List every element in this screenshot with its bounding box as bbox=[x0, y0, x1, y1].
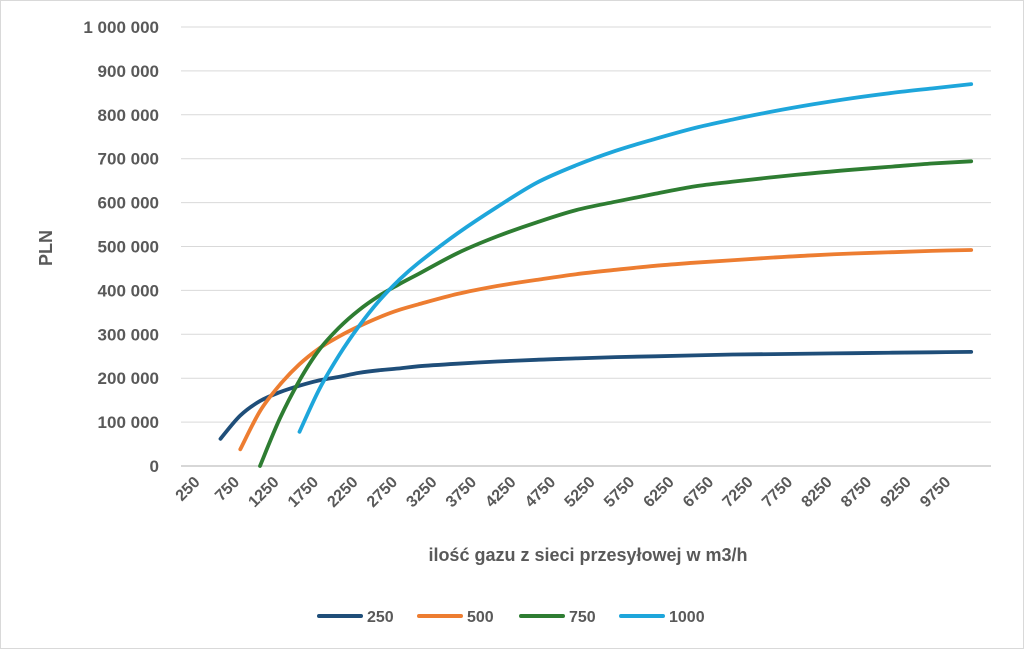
gridlines bbox=[181, 26, 991, 423]
y-tick-label: 1 000 000 bbox=[83, 18, 159, 37]
series-lines bbox=[218, 82, 974, 468]
legend-label: 250 bbox=[367, 609, 394, 626]
x-tick-label: 1750 bbox=[285, 474, 322, 511]
series-line-500 bbox=[238, 248, 974, 452]
legend-item-500: 500 bbox=[417, 609, 494, 626]
x-tick-label: 2750 bbox=[364, 474, 401, 511]
series-line-750 bbox=[258, 159, 974, 468]
legend-item-750: 750 bbox=[519, 609, 596, 626]
x-tick-label: 9250 bbox=[878, 474, 915, 511]
legend-label: 1000 bbox=[669, 609, 705, 626]
series-line-1000 bbox=[297, 82, 974, 434]
x-tick-label: 1250 bbox=[245, 474, 282, 511]
y-tick-label: 800 000 bbox=[98, 106, 159, 125]
x-tick-label: 8750 bbox=[838, 474, 875, 511]
x-tick-label: 3250 bbox=[403, 474, 440, 511]
x-tick-label: 9750 bbox=[917, 474, 954, 511]
x-tick-label: 4750 bbox=[522, 474, 559, 511]
x-tick-label: 8250 bbox=[799, 474, 836, 511]
x-tick-label: 2250 bbox=[324, 474, 361, 511]
legend-label: 750 bbox=[569, 609, 596, 626]
x-tick-label: 6250 bbox=[641, 474, 678, 511]
y-axis-ticks: 0 100 000 200 000 300 000 400 000 500 000 600 … bbox=[83, 18, 159, 476]
y-tick-label: 600 000 bbox=[98, 194, 159, 213]
x-tick-label: 5250 bbox=[562, 474, 599, 511]
x-tick-label: 7250 bbox=[720, 474, 757, 511]
x-tick-label: 5750 bbox=[601, 474, 638, 511]
x-axis-title: ilość gazu z sieci przesyłowej w m3/h bbox=[428, 545, 747, 565]
y-tick-label: 700 000 bbox=[98, 150, 159, 169]
legend: 250 500 750 1000 bbox=[317, 609, 705, 626]
y-tick-label: 200 000 bbox=[98, 369, 159, 388]
legend-item-1000: 1000 bbox=[619, 609, 705, 626]
y-tick-label: 500 000 bbox=[98, 238, 159, 257]
x-tick-label: 250 bbox=[173, 474, 204, 505]
y-tick-label: 0 bbox=[150, 457, 159, 476]
x-tick-label: 3750 bbox=[443, 474, 480, 511]
x-tick-label: 4250 bbox=[482, 474, 519, 511]
y-tick-label: 900 000 bbox=[98, 62, 159, 81]
legend-label: 500 bbox=[467, 609, 494, 626]
x-tick-label: 7750 bbox=[759, 474, 796, 511]
x-tick-label: 750 bbox=[212, 474, 243, 505]
legend-item-250: 250 bbox=[317, 609, 394, 626]
series-line-250 bbox=[218, 350, 974, 441]
x-tick-label: 6750 bbox=[680, 474, 717, 511]
y-axis-title: PLN bbox=[36, 230, 56, 266]
y-tick-label: 300 000 bbox=[98, 325, 159, 344]
x-axis-ticks: 250 750 1250 1750 2250 2750 3250 3750 4250 4750 52… bbox=[173, 474, 955, 511]
y-tick-label: 400 000 bbox=[98, 281, 159, 300]
y-tick-label: 100 000 bbox=[98, 413, 159, 432]
